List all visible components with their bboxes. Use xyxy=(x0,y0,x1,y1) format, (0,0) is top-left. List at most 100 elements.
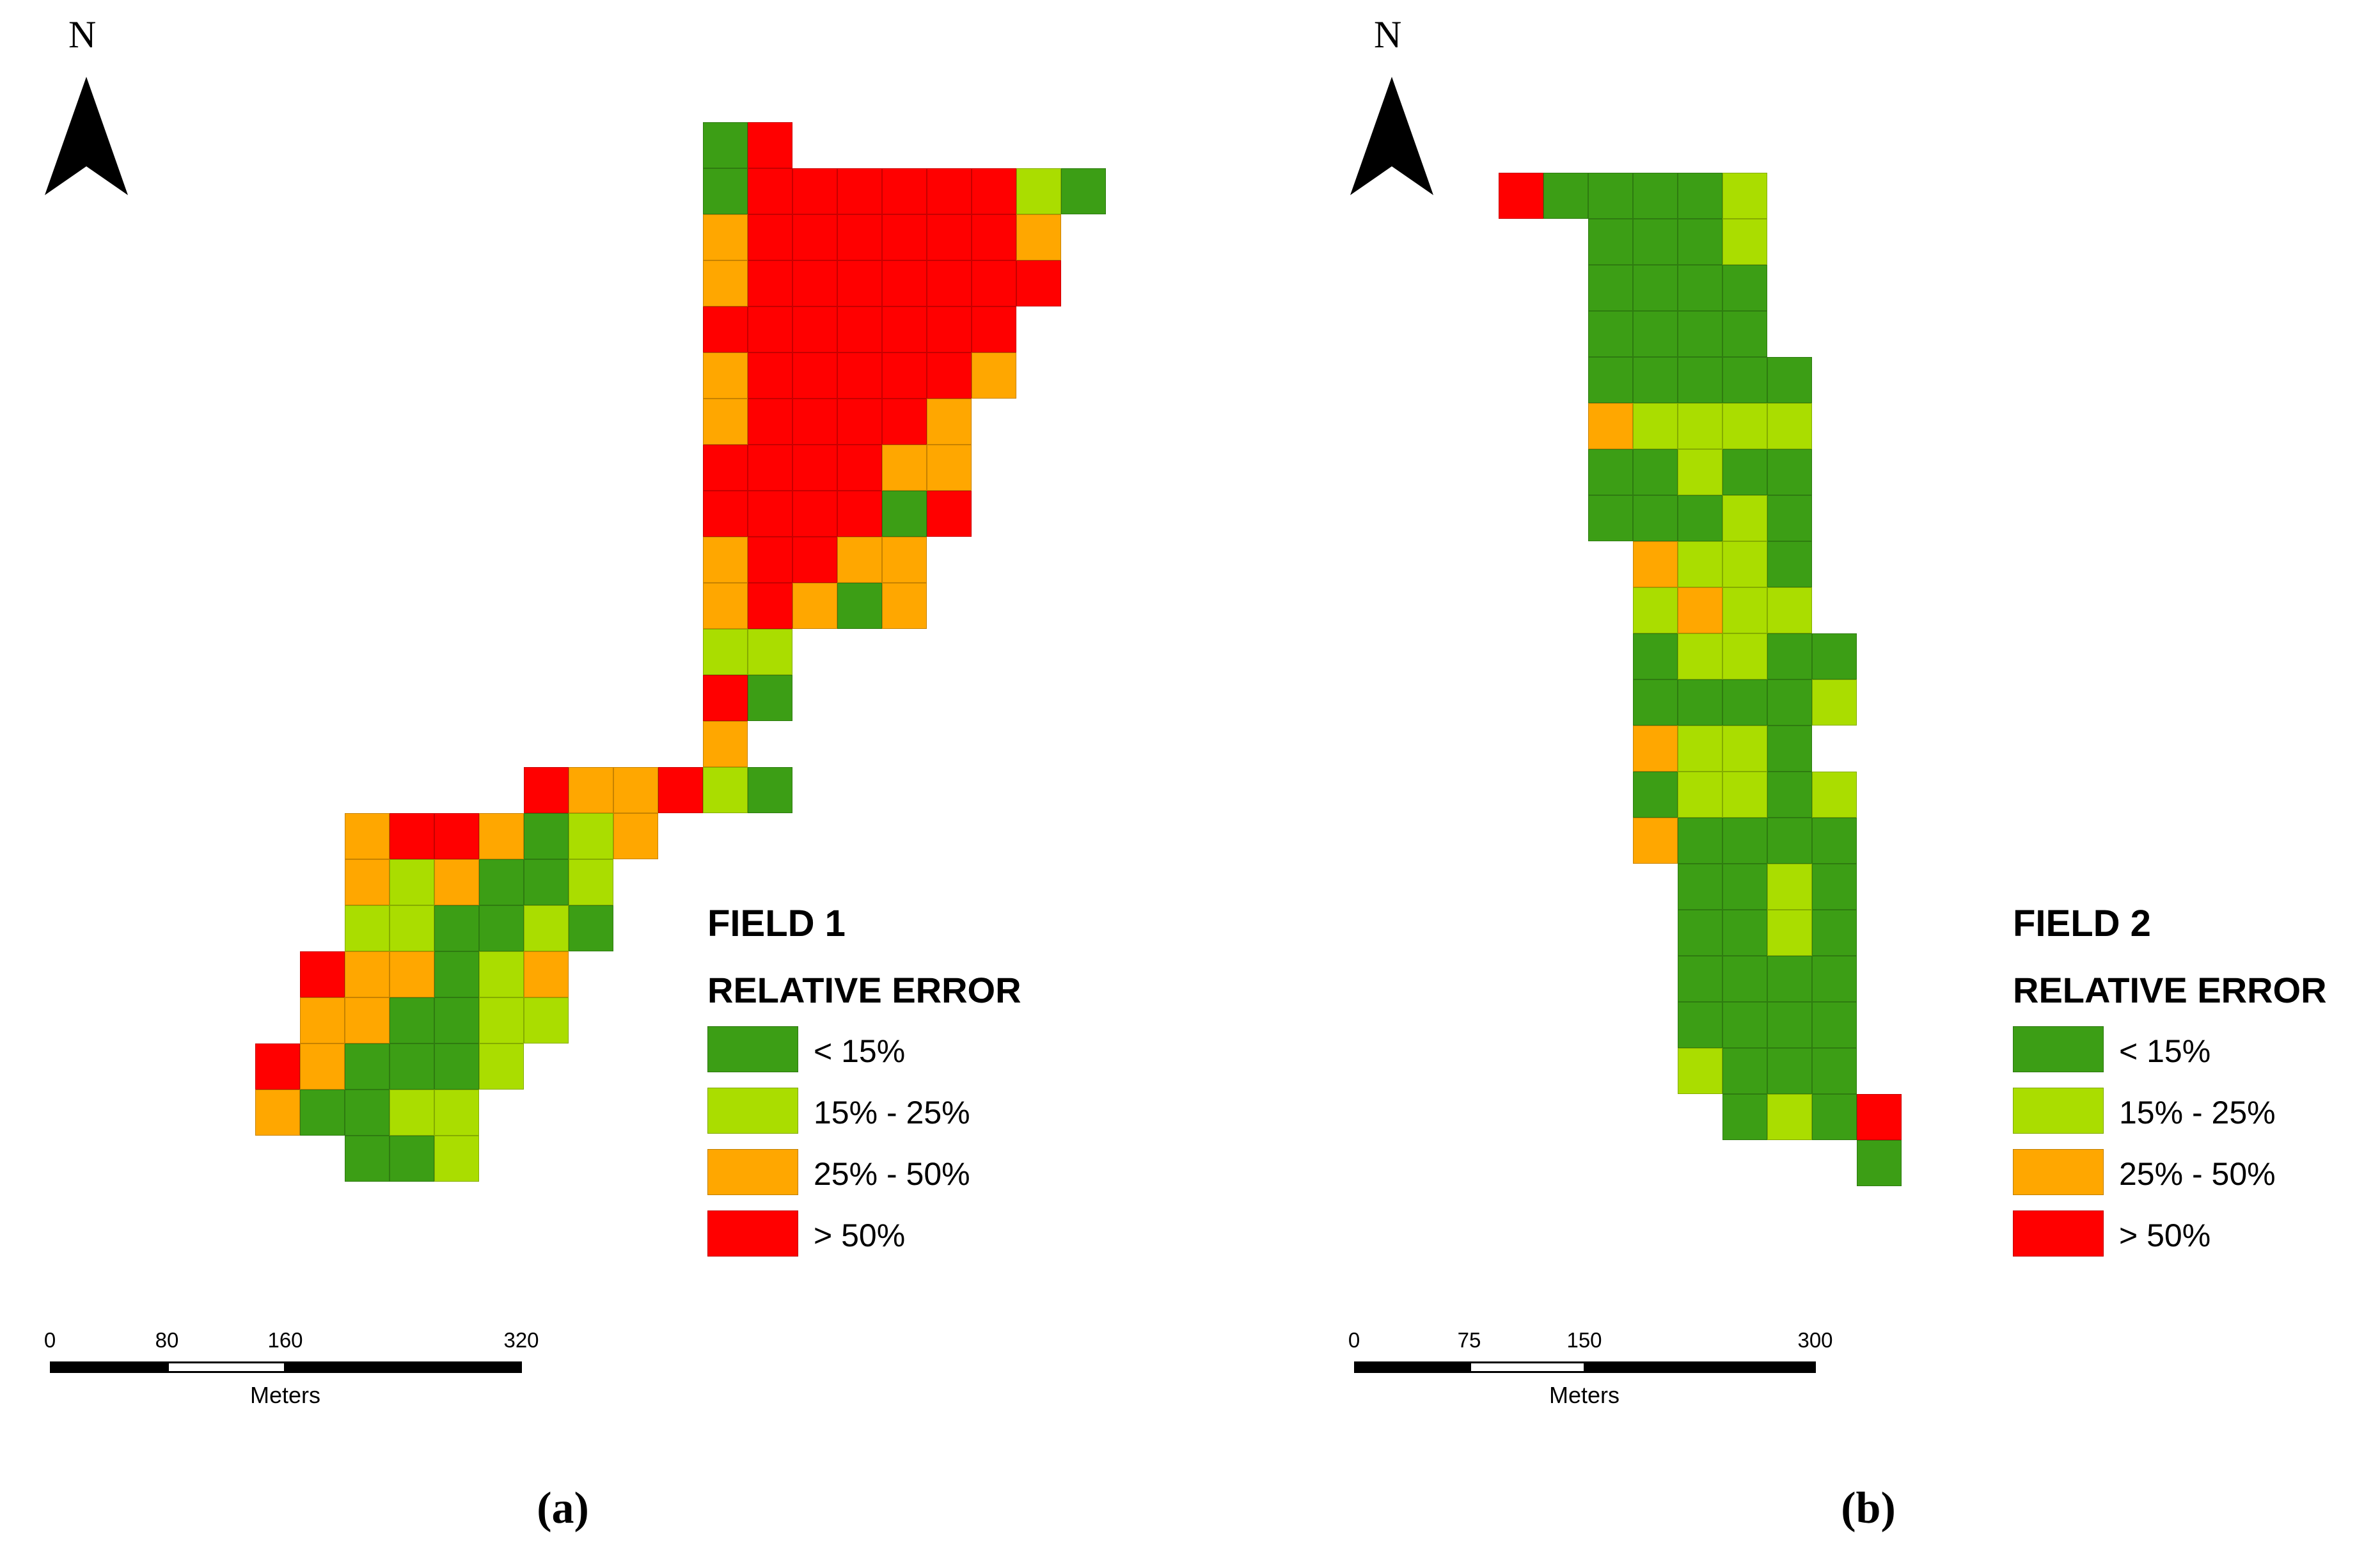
cell-error-lt15 xyxy=(1857,1140,1902,1186)
legend-title: FIELD 2 xyxy=(2013,903,2151,944)
cell-error-15-25 xyxy=(1678,633,1722,679)
cell-error-25-50 xyxy=(479,813,524,859)
cell-error-lt15 xyxy=(479,859,524,905)
cell-error-lt15 xyxy=(1767,679,1812,726)
cell-error-lt15 xyxy=(1678,311,1722,357)
legend-item-15-25: 15% - 25% xyxy=(2013,1088,2327,1134)
cell-error-lt15 xyxy=(1678,495,1722,541)
legend-swatch-25-50 xyxy=(2013,1149,2104,1195)
scale-tick-label: 0 xyxy=(1348,1328,1360,1352)
cell-error-lt15 xyxy=(1588,219,1633,265)
cell-error-25-50 xyxy=(1633,726,1678,772)
legend-item-25-50: 25% - 50% xyxy=(2013,1149,2327,1195)
cell-error-lt15 xyxy=(1633,772,1678,818)
cell-error-25-50 xyxy=(345,859,390,905)
cell-error-lt15 xyxy=(1812,864,1857,910)
cell-error-lt15 xyxy=(1633,449,1678,495)
cell-error-25-50 xyxy=(1633,541,1678,587)
cell-error-lt15 xyxy=(1722,679,1767,726)
cell-error-lt15 xyxy=(1722,449,1767,495)
cell-error-gt50 xyxy=(927,306,972,353)
cell-error-25-50 xyxy=(613,813,658,859)
cell-error-25-50 xyxy=(703,537,748,583)
cell-error-15-25 xyxy=(1678,772,1722,818)
cell-error-25-50 xyxy=(255,1090,300,1136)
cell-error-lt15 xyxy=(434,997,479,1043)
cell-error-25-50 xyxy=(703,353,748,399)
cell-error-gt50 xyxy=(837,214,882,260)
cell-error-lt15 xyxy=(1812,910,1857,956)
cell-error-gt50 xyxy=(748,353,792,399)
cell-error-gt50 xyxy=(972,168,1016,214)
cell-error-gt50 xyxy=(792,260,837,306)
cell-error-15-25 xyxy=(1767,403,1812,449)
cell-error-15-25 xyxy=(1633,587,1678,633)
cell-error-lt15 xyxy=(1588,357,1633,403)
cell-error-15-25 xyxy=(390,859,434,905)
cell-error-gt50 xyxy=(837,168,882,214)
cell-error-lt15 xyxy=(569,905,613,951)
cell-error-gt50 xyxy=(748,122,792,168)
legend-swatch-15-25 xyxy=(2013,1088,2104,1134)
legend-label: 25% - 50% xyxy=(814,1156,970,1192)
legend-subtitle: RELATIVE ERROR xyxy=(707,970,1021,1010)
cell-error-15-25 xyxy=(1812,772,1857,818)
legend-swatch-lt15 xyxy=(2013,1026,2104,1072)
cell-error-15-25 xyxy=(1812,679,1857,726)
cell-error-15-25 xyxy=(748,629,792,675)
cell-error-gt50 xyxy=(748,260,792,306)
cell-error-lt15 xyxy=(390,1136,434,1182)
cell-error-25-50 xyxy=(569,767,613,813)
cell-error-gt50 xyxy=(927,214,972,260)
cell-error-lt15 xyxy=(1722,265,1767,311)
scale-tick-label: 80 xyxy=(155,1328,179,1352)
cell-error-gt50 xyxy=(748,445,792,491)
cell-error-15-25 xyxy=(1678,726,1722,772)
cell-error-25-50 xyxy=(300,1043,345,1090)
scale-bar-segment xyxy=(167,1361,286,1373)
cell-error-25-50 xyxy=(882,537,927,583)
cell-error-25-50 xyxy=(882,583,927,629)
cell-error-25-50 xyxy=(703,260,748,306)
cell-error-15-25 xyxy=(345,905,390,951)
cell-error-lt15 xyxy=(748,767,792,813)
cell-error-lt15 xyxy=(1767,956,1812,1002)
cell-error-lt15 xyxy=(1812,1094,1857,1140)
cell-error-25-50 xyxy=(927,399,972,445)
cell-error-25-50 xyxy=(613,767,658,813)
panel-field-1: N FIELD 1 RELATIVE ERROR < 15% 15% - 25%… xyxy=(43,13,1106,1533)
cell-error-gt50 xyxy=(837,445,882,491)
legend-item-25-50: 25% - 50% xyxy=(707,1149,1021,1195)
cell-error-lt15 xyxy=(300,1090,345,1136)
cell-error-lt15 xyxy=(1722,818,1767,864)
scale-tick-label: 0 xyxy=(43,1328,56,1352)
cell-error-lt15 xyxy=(1678,818,1722,864)
cell-error-lt15 xyxy=(1812,956,1857,1002)
cell-error-15-25 xyxy=(1722,219,1767,265)
cell-error-lt15 xyxy=(1678,910,1722,956)
cell-error-lt15 xyxy=(1633,633,1678,679)
north-arrow-icon xyxy=(45,77,128,195)
cell-error-15-25 xyxy=(1016,168,1061,214)
cell-error-gt50 xyxy=(390,813,434,859)
cell-error-lt15 xyxy=(1722,1094,1767,1140)
cell-error-gt50 xyxy=(748,214,792,260)
cell-error-lt15 xyxy=(345,1136,390,1182)
cell-error-15-25 xyxy=(569,859,613,905)
cell-error-lt15 xyxy=(1767,726,1812,772)
cell-error-gt50 xyxy=(434,813,479,859)
cell-error-lt15 xyxy=(390,997,434,1043)
cell-error-25-50 xyxy=(524,951,569,997)
cell-error-gt50 xyxy=(703,675,748,721)
cell-error-25-50 xyxy=(703,721,748,767)
cell-error-lt15 xyxy=(1678,864,1722,910)
cell-error-gt50 xyxy=(703,306,748,353)
cell-error-gt50 xyxy=(792,399,837,445)
cell-error-gt50 xyxy=(1016,260,1061,306)
legend-item-lt15: < 15% xyxy=(2013,1026,2327,1072)
cell-error-lt15 xyxy=(1061,168,1106,214)
cell-error-lt15 xyxy=(1722,357,1767,403)
cell-error-lt15 xyxy=(1678,679,1722,726)
north-arrow-icon xyxy=(1350,77,1433,195)
cell-error-lt15 xyxy=(1678,173,1722,219)
